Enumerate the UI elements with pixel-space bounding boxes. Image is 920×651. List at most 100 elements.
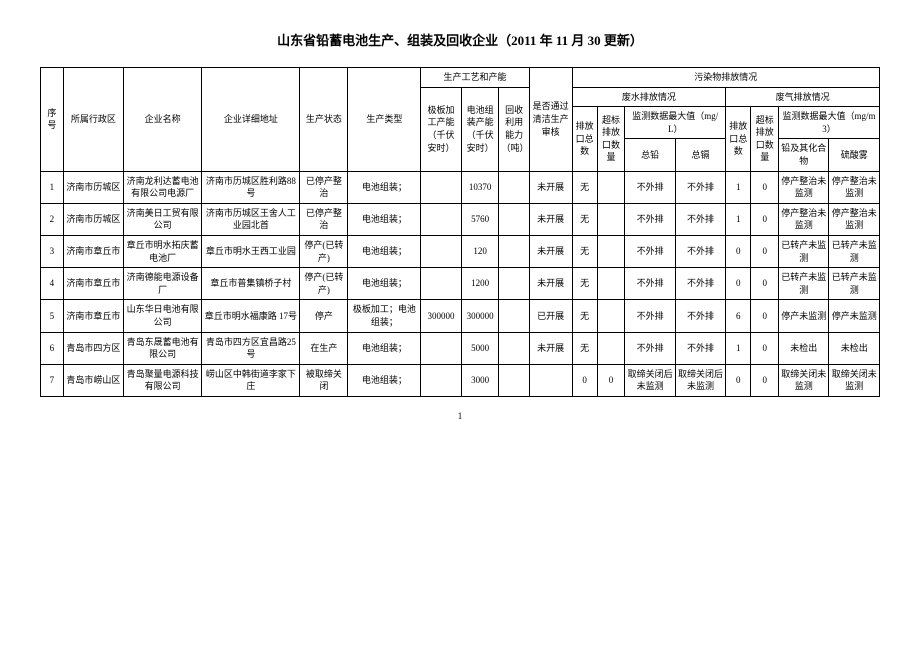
cell-g_so: 已转产未监测 xyxy=(829,235,880,267)
cell-overw xyxy=(597,268,625,300)
cell-idx: 2 xyxy=(41,203,64,235)
cell-g_so: 停产整治未监测 xyxy=(829,171,880,203)
cell-g_pb: 停产整治未监测 xyxy=(779,203,829,235)
cell-region: 济南市章丘市 xyxy=(63,268,123,300)
cell-outg: 1 xyxy=(726,332,751,364)
h-outw: 排放口总数 xyxy=(572,107,597,171)
cell-outw: 0 xyxy=(572,364,597,396)
cell-region: 济南市章丘市 xyxy=(63,300,123,332)
cell-audit: 未开展 xyxy=(529,203,572,235)
cell-type: 电池组装； xyxy=(348,235,421,267)
cell-overg: 0 xyxy=(751,235,779,267)
cell-idx: 6 xyxy=(41,332,64,364)
cell-outg: 0 xyxy=(726,268,751,300)
cell-addr: 章丘市明水王西工业园 xyxy=(202,235,300,267)
cell-g_pb: 已转产未监测 xyxy=(779,268,829,300)
cell-max_pb: 取缔关闭后未监测 xyxy=(625,364,675,396)
cell-overw xyxy=(597,235,625,267)
cell-idx: 1 xyxy=(41,171,64,203)
cell-outw: 无 xyxy=(572,235,597,267)
h-type: 生产类型 xyxy=(348,68,421,172)
cell-recycle xyxy=(499,332,529,364)
cell-audit: 未开展 xyxy=(529,268,572,300)
h-g-so: 硫酸雾 xyxy=(829,139,880,171)
cell-assem: 5000 xyxy=(461,332,499,364)
cell-outw: 无 xyxy=(572,332,597,364)
page-title: 山东省铅蓄电池生产、组装及回收企业（2011 年 11 月 30 更新） xyxy=(40,30,880,49)
cell-status: 在生产 xyxy=(300,332,348,364)
h-status: 生产状态 xyxy=(300,68,348,172)
cell-max_pb: 不外排 xyxy=(625,235,675,267)
cell-status: 停产 xyxy=(300,300,348,332)
cell-type: 电池组装； xyxy=(348,268,421,300)
cell-g_pb: 停产未监测 xyxy=(779,300,829,332)
h-max-cd: 总镉 xyxy=(675,139,725,171)
cell-overg: 0 xyxy=(751,364,779,396)
h-g-pb: 铅及其化合物 xyxy=(779,139,829,171)
cell-recycle xyxy=(499,300,529,332)
cell-assem: 1200 xyxy=(461,268,499,300)
h-outg: 排放口总数 xyxy=(726,107,751,171)
table-row: 6青岛市四方区青岛东晟蓄电池有限公司青岛市四方区宜昌路25 号在生产电池组装；5… xyxy=(41,332,880,364)
cell-addr: 济南市历城区王舍人工业园北首 xyxy=(202,203,300,235)
cell-name: 济南德能电源设备厂 xyxy=(124,268,202,300)
cell-outg: 0 xyxy=(726,235,751,267)
page-number: 1 xyxy=(40,411,880,421)
cell-overw xyxy=(597,171,625,203)
cell-g_so: 取缔关闭未监测 xyxy=(829,364,880,396)
h-region: 所属行政区 xyxy=(63,68,123,172)
cell-type: 电池组装； xyxy=(348,332,421,364)
cell-max_pb: 不外排 xyxy=(625,268,675,300)
cell-overg: 0 xyxy=(751,171,779,203)
cell-g_pb: 未检出 xyxy=(779,332,829,364)
cell-max_pb: 不外排 xyxy=(625,300,675,332)
cell-outg: 1 xyxy=(726,203,751,235)
cell-g_pb: 已转产未监测 xyxy=(779,235,829,267)
table-row: 7青岛市崂山区青岛聚量电源科技有限公司崂山区中韩街道李家下庄被取缔关闭电池组装；… xyxy=(41,364,880,396)
h-idx: 序号 xyxy=(41,68,64,172)
cell-status: 被取缔关闭 xyxy=(300,364,348,396)
cell-idx: 3 xyxy=(41,235,64,267)
cell-name: 济南美日工贸有限公司 xyxy=(124,203,202,235)
cell-plate xyxy=(421,171,461,203)
cell-plate xyxy=(421,332,461,364)
cell-recycle xyxy=(499,171,529,203)
cell-overw xyxy=(597,300,625,332)
cell-audit xyxy=(529,364,572,396)
cell-g_pb: 停产整治未监测 xyxy=(779,171,829,203)
h-addr: 企业详细地址 xyxy=(202,68,300,172)
cell-addr: 济南市历城区胜利路88 号 xyxy=(202,171,300,203)
cell-status: 已停产整治 xyxy=(300,171,348,203)
cell-max_cd: 不外排 xyxy=(675,268,725,300)
cell-idx: 4 xyxy=(41,268,64,300)
cell-overw xyxy=(597,332,625,364)
cell-assem: 300000 xyxy=(461,300,499,332)
cell-name: 青岛聚量电源科技有限公司 xyxy=(124,364,202,396)
h-max-pb: 总铅 xyxy=(625,139,675,171)
cell-max_cd: 不外排 xyxy=(675,332,725,364)
cell-addr: 章丘市明水福康路 17号 xyxy=(202,300,300,332)
cell-max_pb: 不外排 xyxy=(625,171,675,203)
cell-g_so: 未检出 xyxy=(829,332,880,364)
cell-idx: 7 xyxy=(41,364,64,396)
cell-plate xyxy=(421,364,461,396)
cell-g_so: 已转产未监测 xyxy=(829,268,880,300)
cell-addr: 崂山区中韩街道李家下庄 xyxy=(202,364,300,396)
cell-overw xyxy=(597,203,625,235)
cell-name: 青岛东晟蓄电池有限公司 xyxy=(124,332,202,364)
cell-overg: 0 xyxy=(751,203,779,235)
cell-assem: 120 xyxy=(461,235,499,267)
cell-idx: 5 xyxy=(41,300,64,332)
cell-overg: 0 xyxy=(751,332,779,364)
cell-type: 电池组装； xyxy=(348,171,421,203)
cell-status: 停产(已转产) xyxy=(300,235,348,267)
h-name: 企业名称 xyxy=(124,68,202,172)
table-head: 序号 所属行政区 企业名称 企业详细地址 生产状态 生产类型 生产工艺和产能 是… xyxy=(41,68,880,172)
cell-max_cd: 不外排 xyxy=(675,171,725,203)
h-gas-group: 废气排放情况 xyxy=(726,87,880,107)
cell-max_pb: 不外排 xyxy=(625,332,675,364)
cell-recycle xyxy=(499,203,529,235)
cell-outw: 无 xyxy=(572,203,597,235)
cell-outw: 无 xyxy=(572,268,597,300)
cell-recycle xyxy=(499,364,529,396)
